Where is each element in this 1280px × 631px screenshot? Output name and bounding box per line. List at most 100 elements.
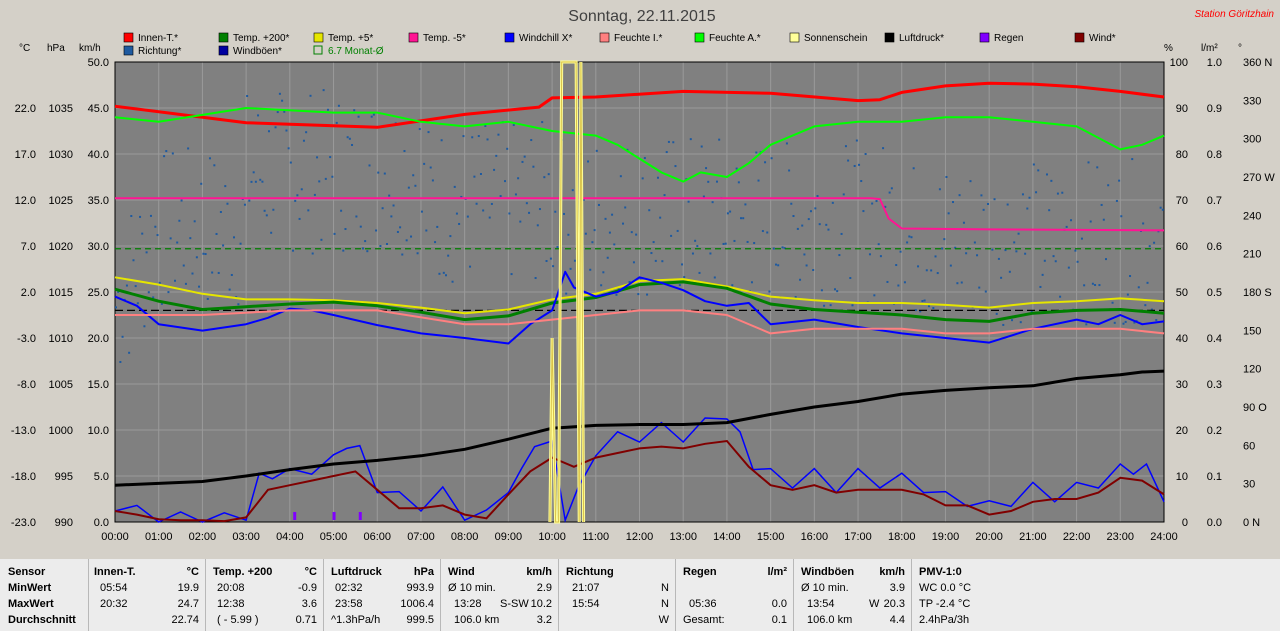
direction-dot: [233, 236, 236, 239]
direction-dot: [1061, 191, 1064, 194]
direction-dot: [484, 124, 487, 127]
direction-dot: [611, 213, 614, 216]
direction-dot: [1096, 166, 1099, 169]
series-temp-200: [114, 280, 1165, 323]
direction-dot: [1118, 179, 1121, 182]
direction-dot: [840, 232, 843, 235]
direction-dot: [744, 203, 747, 206]
tick-x: 15:00: [757, 531, 785, 543]
legend-label: Feuchte I.*: [614, 33, 662, 44]
direction-dot: [407, 186, 410, 189]
direction-dot: [1111, 301, 1114, 304]
direction-dot: [978, 286, 981, 289]
direction-max-time: 15:54: [572, 598, 600, 610]
tick-rain: 0.2: [1207, 425, 1222, 437]
pmv-min: WC 0.0 °C: [919, 582, 972, 594]
direction-dot: [726, 212, 729, 215]
direction-dot: [556, 246, 559, 249]
direction-dot: [508, 212, 511, 215]
direction-dot: [705, 167, 708, 170]
direction-dot: [198, 285, 201, 288]
direction-dot: [842, 193, 845, 196]
tick-humidity: 10: [1176, 471, 1188, 483]
direction-dot: [676, 229, 679, 232]
pressure-header: Luftdruck: [331, 566, 382, 578]
direction-dot: [735, 167, 738, 170]
tick-x: 18:00: [888, 531, 916, 543]
legend-item-windb-en: Windböen*: [218, 45, 282, 57]
legend-swatch: [694, 32, 705, 43]
direction-dot: [211, 271, 214, 274]
direction-dot: [115, 306, 117, 309]
direction-dot: [447, 254, 450, 257]
legend-swatch: [218, 45, 229, 56]
direction-dot: [608, 231, 611, 234]
direction-dot: [163, 155, 166, 158]
tick-pressure: 1005: [49, 379, 73, 391]
direction-dot: [689, 138, 692, 141]
direction-dot: [440, 139, 443, 142]
direction-dot: [1159, 206, 1162, 209]
direction-dot: [805, 264, 808, 267]
tick-rain: 0.8: [1207, 149, 1222, 161]
direction-dot: [193, 220, 196, 223]
direction-dot: [986, 203, 989, 206]
direction-dot: [1113, 321, 1116, 324]
direction-dot: [493, 168, 496, 171]
direction-dot: [947, 212, 950, 215]
gusts-max: 20.3: [883, 598, 905, 610]
direction-dot: [768, 290, 771, 293]
stats-wind: Wind km/h Ø 10 min. 2.9 13:28 S-SW 10.2 …: [440, 559, 559, 631]
direction-dot: [525, 202, 528, 205]
direction-dot: [475, 202, 478, 205]
direction-dot: [733, 239, 736, 242]
direction-dot: [499, 195, 502, 198]
tick-temp: 12.0: [15, 195, 36, 207]
tick-x: 01:00: [145, 531, 173, 543]
tick-humidity: 20: [1176, 425, 1188, 437]
tick-pressure: 1010: [49, 333, 73, 345]
direction-dot: [770, 157, 773, 160]
tick-x: 09:00: [495, 531, 523, 543]
direction-dot: [204, 253, 207, 256]
axis-header-km-h: km/h: [79, 43, 101, 54]
direction-dot: [222, 244, 225, 247]
tick-rain: 0.6: [1207, 241, 1222, 253]
direction-dot: [737, 181, 740, 184]
tick-pressure: 990: [55, 517, 73, 529]
direction-dot: [600, 284, 603, 287]
tick-x: 08:00: [451, 531, 479, 543]
direction-dot: [528, 211, 531, 214]
tick-rain: 1.0: [1207, 57, 1222, 69]
direction-dot: [355, 215, 358, 218]
direction-dot: [809, 210, 812, 213]
direction-dot: [801, 224, 804, 227]
direction-dot: [875, 200, 878, 203]
direction-dot: [427, 131, 430, 134]
tick-wind: 35.0: [88, 195, 109, 207]
direction-dot: [130, 215, 133, 218]
direction-dot: [176, 241, 179, 244]
direction-dot: [943, 238, 946, 241]
legend-item-feuchte-a: Feuchte A.*: [694, 32, 761, 44]
direction-dot: [1039, 285, 1042, 288]
direction-dot: [261, 180, 264, 183]
legend-item-temp-5: Temp. -5*: [408, 32, 466, 44]
legend-item-windchill-x: Windchill X*: [504, 32, 572, 44]
direction-dot: [390, 215, 393, 218]
direction-dot: [554, 210, 557, 213]
direction-dot: [654, 259, 657, 262]
direction-dot: [178, 219, 181, 222]
direction-dot: [820, 289, 823, 292]
direction-dot: [619, 175, 622, 178]
direction-dot: [486, 138, 489, 141]
direction-dot: [285, 129, 288, 132]
axis-header-hpa: hPa: [47, 43, 65, 54]
direction-dot: [656, 176, 659, 179]
direction-dot: [722, 242, 725, 245]
direction-dot: [318, 180, 321, 183]
direction-dot: [1120, 215, 1123, 218]
temp200-min-time: 20:08: [217, 582, 245, 594]
direction-dot: [337, 104, 340, 107]
direction-dot: [997, 257, 1000, 260]
